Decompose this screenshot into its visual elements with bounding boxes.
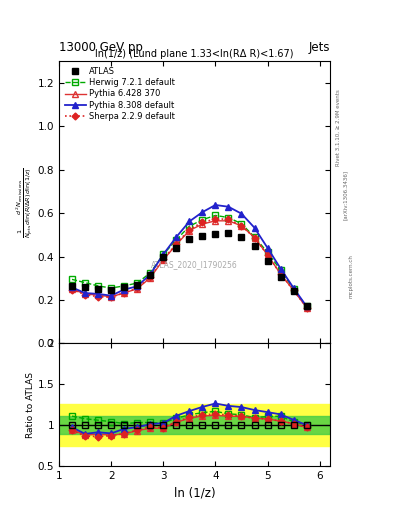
Text: mcplots.cern.ch: mcplots.cern.ch <box>349 254 354 298</box>
Y-axis label: Ratio to ATLAS: Ratio to ATLAS <box>26 372 35 438</box>
Title: ln(1/z) (Lund plane 1.33<ln(RΔ R)<1.67): ln(1/z) (Lund plane 1.33<ln(RΔ R)<1.67) <box>95 49 294 59</box>
Text: 13000 GeV pp: 13000 GeV pp <box>59 41 143 54</box>
Y-axis label: $\frac{1}{N_\mathrm{jets}}\frac{d^2N_\mathrm{emissions}}{d\ln(R/\Delta R)\,d\ln(: $\frac{1}{N_\mathrm{jets}}\frac{d^2N_\ma… <box>14 167 35 238</box>
Legend: ATLAS, Herwig 7.2.1 default, Pythia 6.428 370, Pythia 8.308 default, Sherpa 2.2.: ATLAS, Herwig 7.2.1 default, Pythia 6.42… <box>63 66 176 122</box>
Text: ATLAS_2020_I1790256: ATLAS_2020_I1790256 <box>151 260 238 269</box>
Text: Rivet 3.1.10, ≥ 2.9M events: Rivet 3.1.10, ≥ 2.9M events <box>336 90 341 166</box>
X-axis label: ln (1/z): ln (1/z) <box>174 486 215 499</box>
Text: Jets: Jets <box>309 41 330 54</box>
Text: [arXiv:1306.3436]: [arXiv:1306.3436] <box>343 169 348 220</box>
